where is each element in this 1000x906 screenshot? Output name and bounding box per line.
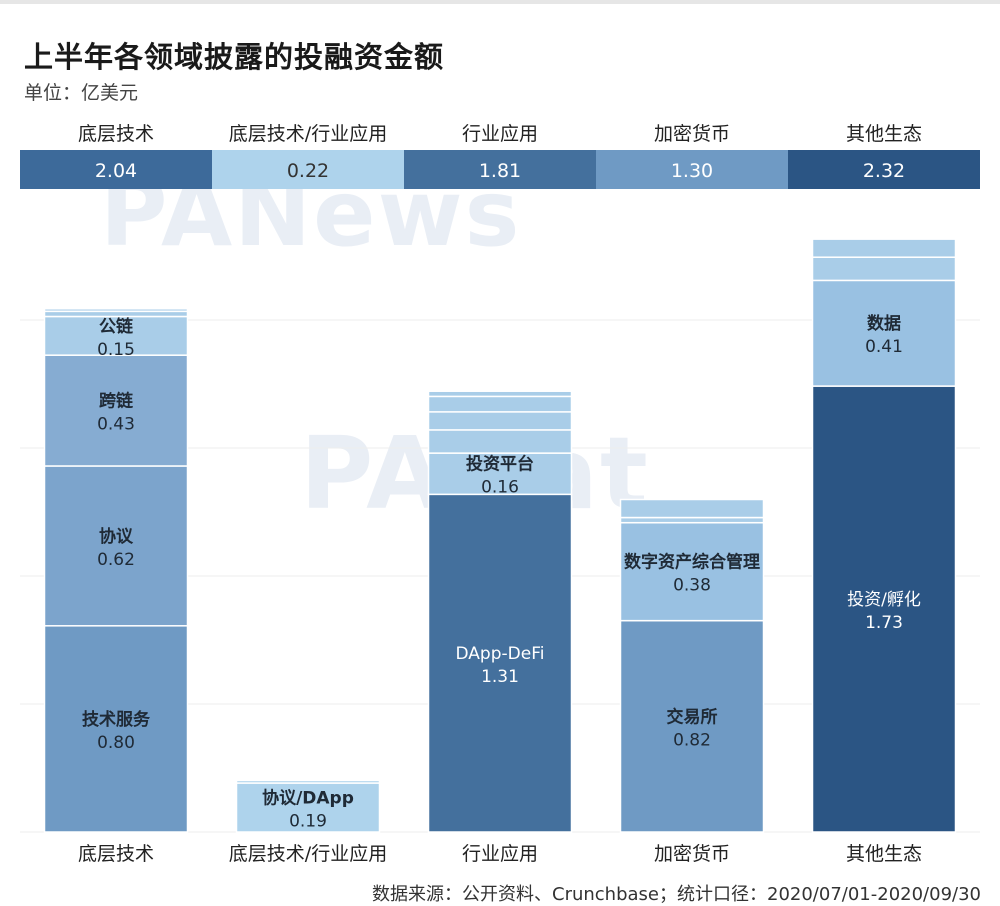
bar-segment xyxy=(811,238,957,258)
chart-title: 上半年各领域披露的投融资金额 xyxy=(24,40,445,74)
segment-label: 数字资产综合管理 xyxy=(624,552,760,573)
bar-segment xyxy=(427,452,573,496)
segment-value-label: 0.43 xyxy=(97,415,135,435)
bar-segment xyxy=(43,310,189,318)
segment-label: 协议 xyxy=(99,526,134,547)
header-total-cell xyxy=(212,150,404,189)
x-tick-label: 行业应用 xyxy=(462,843,538,865)
x-tick-label: 底层技术 xyxy=(78,843,154,865)
segment-value-label: 0.16 xyxy=(481,478,519,498)
bar-segment xyxy=(43,625,189,833)
bar-segment xyxy=(43,465,189,627)
bar-segment xyxy=(427,395,573,413)
segment-label: 交易所 xyxy=(667,706,718,727)
bar-segment xyxy=(427,390,573,398)
bar-segment xyxy=(43,308,189,313)
bar-segment xyxy=(427,429,573,454)
bar-segment xyxy=(427,493,573,833)
header-total-cell xyxy=(20,150,212,189)
segment-value-label: 0.38 xyxy=(673,576,711,596)
header-total-cell xyxy=(596,150,788,189)
segment-value-label: 0.41 xyxy=(865,337,903,357)
header-category-label: 底层技术 xyxy=(78,123,154,145)
header-total-cell xyxy=(404,150,596,189)
header-category-label: 底层技术/行业应用 xyxy=(229,123,387,145)
header-category-label: 行业应用 xyxy=(462,123,538,145)
segment-label: 投资/孵化 xyxy=(847,590,921,610)
bar-segment xyxy=(427,411,573,431)
unit-label: 单位：亿美元 xyxy=(24,82,139,104)
top-border xyxy=(0,0,1000,4)
bar-segment xyxy=(619,619,765,833)
segment-label: 公链 xyxy=(99,316,134,337)
bar-segment xyxy=(235,779,381,784)
bar-segment xyxy=(619,498,765,519)
header-total-value: 0.22 xyxy=(287,160,329,182)
header-total-value: 1.30 xyxy=(671,160,713,182)
header-total-cell xyxy=(788,150,980,189)
segment-value-label: 0.15 xyxy=(97,340,135,360)
segment-value-label: 0.82 xyxy=(673,730,711,750)
segment-label: 跨链 xyxy=(99,391,134,412)
bar-segment xyxy=(619,521,765,622)
segment-value-label: 0.19 xyxy=(289,812,327,832)
x-tick-label: 底层技术/行业应用 xyxy=(229,843,387,865)
segment-value-label: 1.73 xyxy=(865,613,903,633)
segment-label: 技术服务 xyxy=(82,709,151,730)
segment-label: 数据 xyxy=(867,313,901,334)
segment-label: 协议/DApp xyxy=(262,788,354,809)
header-category-label: 加密货币 xyxy=(654,123,730,145)
segment-label: DApp-DeFi xyxy=(456,644,545,664)
segment-label: 投资平台 xyxy=(466,454,534,475)
bar-segment xyxy=(811,256,957,282)
segment-value-label: 0.62 xyxy=(97,550,135,570)
bar-segment xyxy=(619,516,765,524)
header-total-value: 1.81 xyxy=(479,160,521,182)
x-tick-label: 加密货币 xyxy=(654,843,730,865)
header-total-value: 2.04 xyxy=(95,160,137,182)
header-total-value: 2.32 xyxy=(863,160,905,182)
segment-value-label: 1.31 xyxy=(481,667,519,687)
bar-segment xyxy=(811,279,957,387)
bar-segment xyxy=(43,354,189,467)
bar-segment xyxy=(43,315,189,356)
bar-segment xyxy=(811,385,957,833)
source-note: 数据来源：公开资料、Crunchbase；统计口径：2020/07/01-202… xyxy=(372,884,981,905)
header-category-label: 其他生态 xyxy=(846,123,922,145)
segment-value-label: 0.80 xyxy=(97,733,135,753)
x-tick-label: 其他生态 xyxy=(846,843,922,865)
